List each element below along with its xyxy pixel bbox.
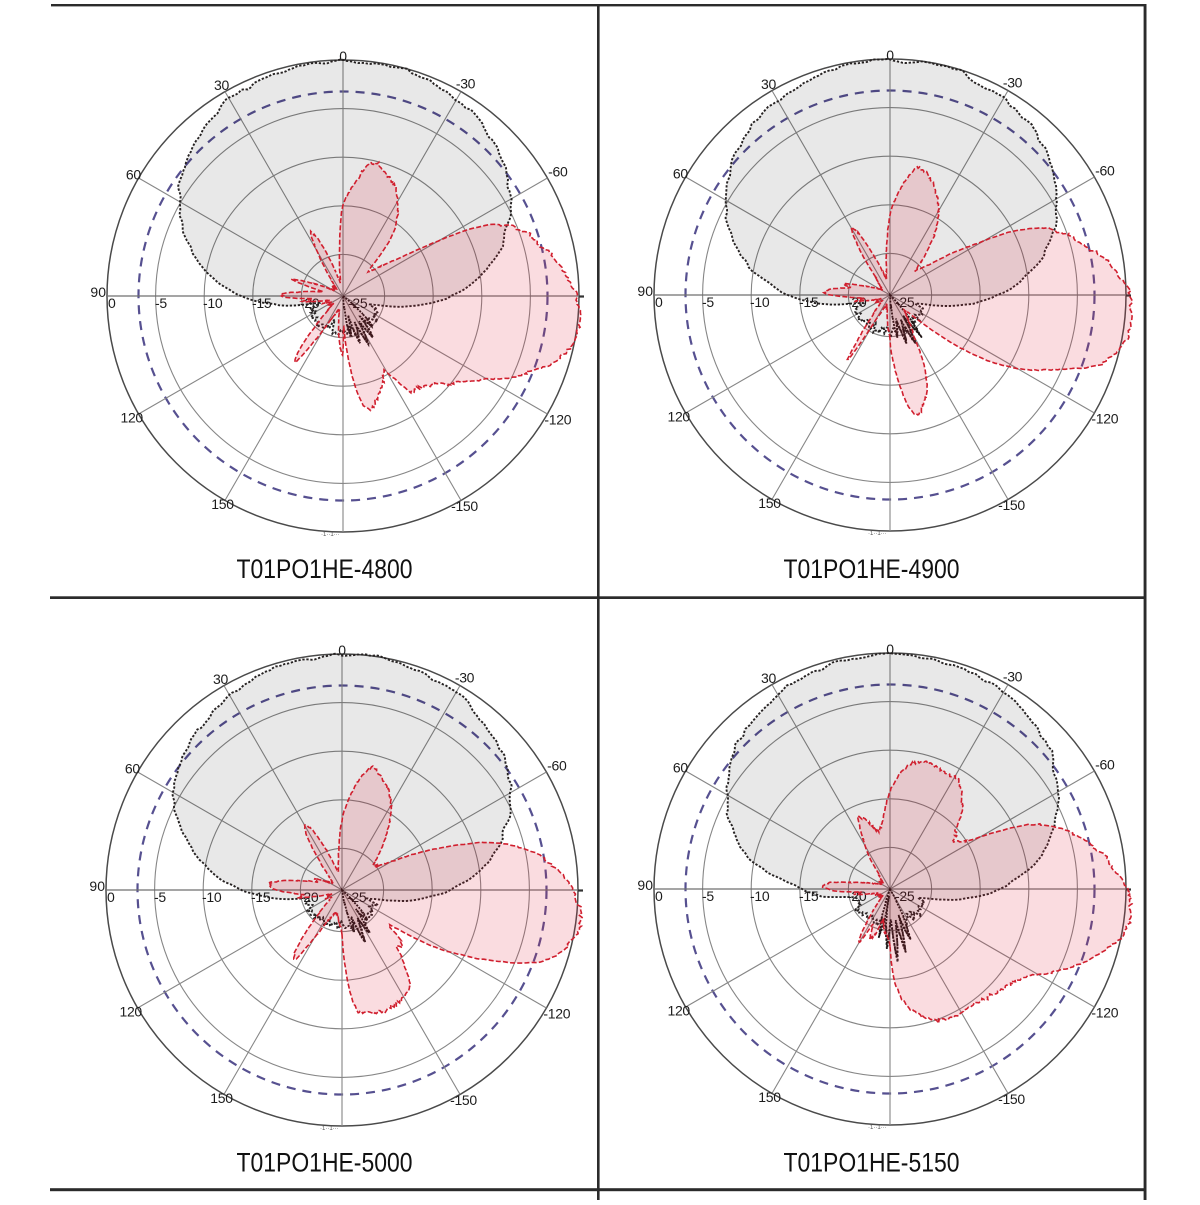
svg-text:-25: -25 [895,294,915,310]
svg-text:-30: -30 [1003,668,1023,684]
svg-text:0: 0 [886,641,894,657]
svg-text:30: 30 [214,77,229,93]
svg-text:120: 120 [119,1004,142,1020]
svg-text:-10: -10 [203,295,223,311]
svg-text:0: 0 [886,47,894,63]
svg-text:30: 30 [761,76,776,92]
svg-text:0: 0 [655,294,663,310]
svg-text:-120: -120 [1091,411,1118,427]
svg-text:-150: -150 [998,1091,1025,1107]
svg-text:-10: -10 [750,888,770,904]
svg-text:150: 150 [758,1089,781,1105]
svg-text:60: 60 [673,166,688,182]
svg-text:-5: -5 [155,295,167,311]
svg-text:60: 60 [673,760,688,776]
svg-text:90: 90 [637,877,653,893]
svg-text:120: 120 [667,409,690,425]
svg-text:-30: -30 [456,75,476,91]
svg-text:-150: -150 [451,498,478,514]
svg-text:·1··1···: ·1··1··· [868,1125,887,1131]
svg-text:-60: -60 [1095,163,1115,179]
svg-text:30: 30 [761,670,776,686]
svg-text:0: 0 [339,48,347,64]
svg-text:0: 0 [108,295,116,311]
svg-text:-25: -25 [348,295,368,311]
svg-text:-120: -120 [1091,1005,1118,1021]
svg-text:150: 150 [758,495,781,511]
svg-text:-15: -15 [799,888,819,904]
svg-text:-60: -60 [548,164,568,180]
svg-text:120: 120 [120,410,143,426]
svg-text:-10: -10 [750,294,770,310]
svg-text:0: 0 [655,888,663,904]
svg-text:-20: -20 [847,888,867,904]
svg-text:-5: -5 [702,888,714,904]
svg-text:-60: -60 [547,758,567,774]
svg-text:-120: -120 [543,1006,570,1022]
svg-text:150: 150 [211,496,234,512]
svg-text:-10: -10 [202,889,222,905]
svg-text:90: 90 [89,878,105,894]
svg-text:T01PO1HE-4800: T01PO1HE-4800 [237,554,413,584]
svg-text:·1··1···: ·1··1··· [868,531,887,537]
svg-text:-150: -150 [450,1092,477,1108]
svg-text:0: 0 [107,889,115,905]
svg-text:T01PO1HE-5150: T01PO1HE-5150 [784,1148,960,1178]
svg-text:90: 90 [90,284,106,300]
svg-text:-120: -120 [544,412,571,428]
svg-text:150: 150 [210,1090,233,1106]
svg-text:-30: -30 [1003,74,1023,90]
svg-text:-15: -15 [799,294,819,310]
svg-text:90: 90 [637,283,653,299]
svg-text:-150: -150 [998,497,1025,513]
svg-text:-15: -15 [251,889,271,905]
svg-text:T01PO1HE-5000: T01PO1HE-5000 [237,1148,413,1178]
svg-text:·1··1···: ·1··1··· [321,532,340,538]
svg-text:30: 30 [213,671,228,687]
svg-text:-30: -30 [455,669,475,685]
svg-text:-60: -60 [1095,757,1115,773]
svg-text:60: 60 [125,761,140,777]
svg-text:0: 0 [338,642,346,658]
svg-text:-5: -5 [154,889,166,905]
svg-text:120: 120 [667,1003,690,1019]
svg-text:-25: -25 [895,888,915,904]
svg-text:-5: -5 [702,294,714,310]
svg-text:T01PO1HE-4900: T01PO1HE-4900 [784,554,960,584]
svg-text:60: 60 [126,167,141,183]
svg-text:·1··1···: ·1··1··· [320,1126,339,1132]
